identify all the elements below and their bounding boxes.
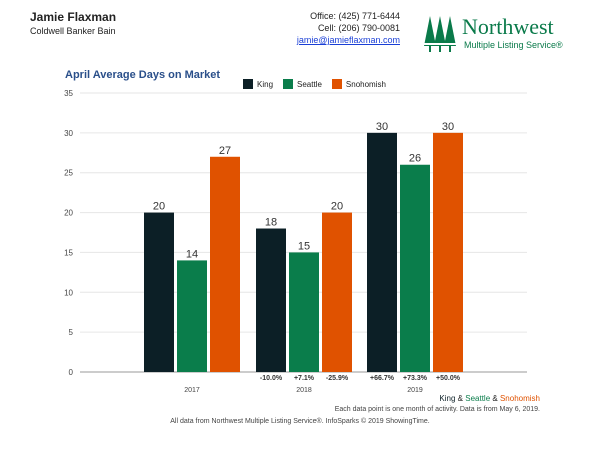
bar-snohomish	[210, 156, 240, 372]
email-link[interactable]: jamie@jamieflaxman.com	[296, 35, 400, 45]
logo-subtitle: Multiple Listing Service®	[464, 40, 563, 50]
bar-seattle	[400, 164, 430, 372]
bar-king	[367, 132, 397, 372]
data-label: 30	[442, 121, 454, 133]
agent-name: Jamie Flaxman	[30, 10, 117, 24]
logo-name: Northwest	[462, 14, 554, 39]
contact-block: Office: (425) 771-6444 Cell: (206) 790-0…	[297, 10, 400, 46]
footer-legend-seattle: Seattle	[465, 394, 491, 403]
tree-icon	[423, 16, 457, 52]
change-label: +50.0%	[436, 375, 461, 382]
bar-seattle	[289, 252, 319, 372]
nwmls-logo: Northwest Multiple Listing Service®	[423, 14, 563, 52]
data-label: 15	[298, 240, 310, 252]
legend-item-seattle: Seattle	[283, 79, 322, 89]
y-tick-label: 35	[64, 89, 73, 98]
agent-company: Coldwell Banker Bain	[30, 26, 116, 36]
legend-swatch-king	[243, 79, 253, 89]
x-tick-label: 2017	[184, 387, 200, 394]
legend-swatch-snohomish	[331, 79, 342, 89]
change-label: -25.9%	[326, 375, 349, 382]
data-label: 20	[153, 201, 165, 213]
change-label: +66.7%	[370, 375, 395, 382]
footer-legend-sep-1: &	[457, 394, 464, 403]
office-phone: Office: (425) 771-6444	[310, 11, 400, 21]
data-label: 18	[265, 217, 277, 229]
bar-snohomish	[322, 212, 352, 372]
bar-seattle	[177, 260, 207, 372]
legend-item-snohomish: Snohomish	[331, 79, 386, 89]
y-tick-label: 10	[64, 288, 73, 297]
chart-legend: King Seattle Snohomish	[243, 79, 386, 89]
footer-legend-sep-2: &	[492, 394, 498, 403]
y-tick-label: 15	[64, 248, 73, 257]
legend-label-king: King	[257, 79, 274, 89]
legend-item-king: King	[243, 79, 273, 89]
y-tick-label: 5	[69, 328, 74, 337]
data-label: 14	[186, 248, 198, 260]
y-tick-label: 25	[64, 169, 73, 178]
data-footnote: Each data point is one month of activity…	[334, 406, 540, 413]
footer-legend-snohomish: Snohomish	[499, 394, 540, 403]
source-credit: All data from Northwest Multiple Listing…	[170, 418, 430, 425]
y-tick-label: 20	[64, 209, 73, 218]
x-tick-label: 2019	[407, 387, 423, 394]
y-tick-label: 0	[69, 368, 74, 377]
y-tick-label: 30	[64, 129, 73, 138]
bar-king	[256, 228, 286, 372]
legend-label-seattle: Seattle	[297, 79, 322, 89]
data-label: 27	[219, 145, 231, 157]
change-label: +73.3%	[403, 375, 428, 382]
footer-legend: King & Seattle & Snohomish	[439, 394, 540, 403]
legend-swatch-seattle	[283, 79, 294, 89]
change-label: +7.1%	[294, 375, 315, 382]
footer-legend-king: King	[439, 394, 456, 403]
x-tick-label: 2018	[296, 387, 312, 394]
data-label: 30	[376, 121, 388, 133]
bar-snohomish	[433, 132, 463, 372]
data-label: 20	[331, 201, 343, 213]
legend-label-snohomish: Snohomish	[345, 79, 386, 89]
data-label: 26	[409, 153, 421, 165]
cell-phone: Cell: (206) 790-0081	[317, 23, 400, 33]
bar-king	[144, 212, 174, 372]
change-label: -10.0%	[260, 375, 283, 382]
chart-title: April Average Days on Market	[65, 69, 221, 81]
